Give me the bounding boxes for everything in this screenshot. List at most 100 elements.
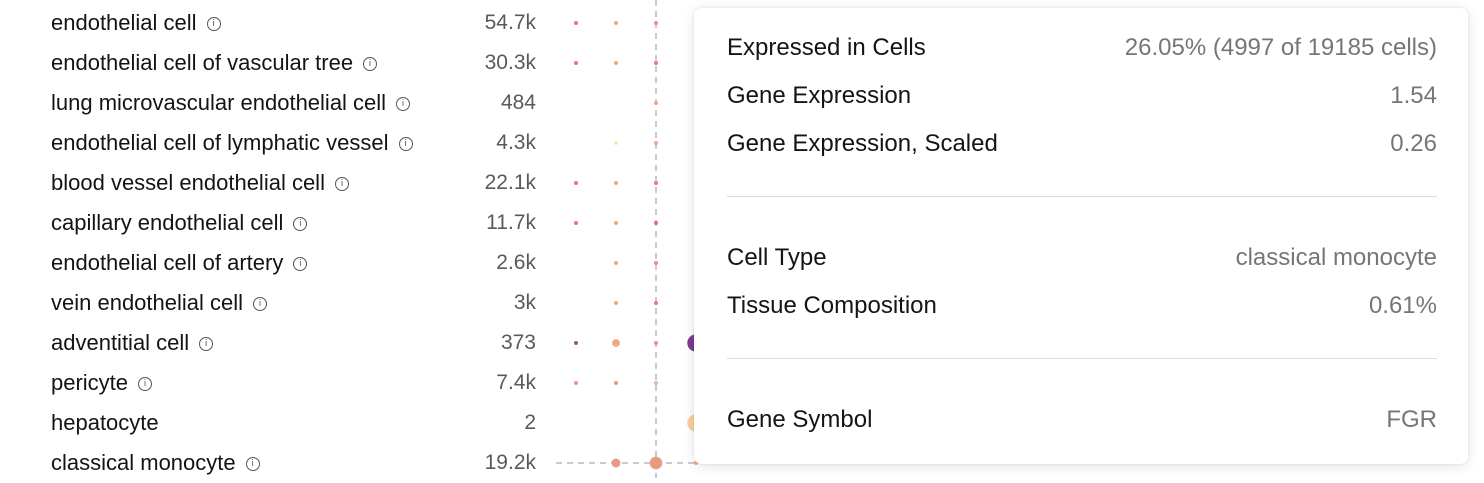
cell-type-row: lung microvascular endothelial cell i 484 — [0, 83, 560, 123]
info-circle-icon[interactable]: i — [396, 97, 411, 111]
dot-point[interactable] — [574, 221, 578, 225]
cell-type-name: endothelial cell — [51, 10, 197, 35]
cell-type-row: adventitial cell i 373 — [0, 323, 560, 363]
tooltip-key: Expressed in Cells — [727, 34, 926, 61]
cell-type-row: vein endothelial cell i 3k — [0, 283, 560, 323]
tooltip-row-expressed: Expressed in Cells 26.05% (4997 of 19185… — [727, 31, 1437, 65]
cell-type-name: lung microvascular endothelial cell — [51, 90, 387, 115]
cell-type-row: endothelial cell of lymphatic vessel i 4.3… — [0, 123, 560, 163]
cell-type-name: endothelial cell of lymphatic vessel — [51, 130, 389, 155]
cell-type-label: hepatocyte — [51, 403, 159, 443]
dot-point[interactable] — [574, 61, 578, 65]
cell-type-name: pericyte — [51, 370, 129, 395]
tooltip-row-expression: Gene Expression 1.54 — [727, 79, 1437, 113]
dot-point[interactable] — [654, 141, 658, 145]
dot-point[interactable] — [614, 381, 618, 385]
info-circle-icon[interactable]: i — [363, 57, 378, 71]
cell-type-name: capillary endothelial cell — [51, 210, 284, 235]
tooltip-divider — [727, 196, 1437, 197]
cell-type-name: hepatocyte — [51, 410, 159, 435]
cell-type-name: blood vessel endothelial cell — [51, 170, 325, 195]
dot-point[interactable] — [654, 301, 658, 305]
dot-point[interactable] — [654, 61, 658, 65]
cell-type-label: classical monocyte i — [51, 443, 260, 483]
cell-type-row: capillary endothelial cell i 11.7k — [0, 203, 560, 243]
dot-point[interactable] — [614, 261, 618, 265]
cell-type-label: endothelial cell of vascular tree i — [51, 43, 378, 83]
tooltip-value: FGR — [1386, 406, 1437, 433]
tooltip-row-cell-type: Cell Type classical monocyte — [727, 241, 1437, 275]
dot-point[interactable] — [614, 301, 618, 305]
cell-type-label: endothelial cell of artery i — [51, 243, 308, 283]
dot-point[interactable] — [649, 456, 663, 470]
cell-type-label: blood vessel endothelial cell i — [51, 163, 349, 203]
tooltip-value: classical monocyte — [1235, 244, 1437, 271]
cell-count: 19.2k — [484, 451, 536, 474]
dot-point[interactable] — [614, 181, 618, 185]
info-circle-icon[interactable]: i — [206, 17, 221, 31]
dot-point[interactable] — [654, 181, 658, 185]
dot-point[interactable] — [654, 221, 658, 225]
info-circle-icon[interactable]: i — [334, 177, 349, 191]
dot-point[interactable] — [614, 221, 618, 225]
dot-point[interactable] — [654, 261, 658, 265]
cell-type-row: hepatocyte 2 — [0, 403, 560, 443]
cell-count: 3k — [513, 291, 536, 314]
dot-point[interactable] — [614, 61, 618, 65]
dot-point[interactable] — [614, 21, 618, 25]
cell-count: 54.7k — [484, 11, 536, 34]
info-circle-icon[interactable]: i — [398, 137, 413, 151]
tooltip-value: 1.54 — [1390, 82, 1437, 109]
cell-count: 11.7k — [486, 211, 536, 234]
info-circle-icon[interactable]: i — [293, 257, 308, 271]
tooltip-divider — [727, 358, 1437, 359]
tooltip-value: 0.26 — [1390, 130, 1437, 157]
cell-type-row: pericyte i 7.4k — [0, 363, 560, 403]
tooltip-key: Gene Expression — [727, 82, 912, 109]
dot-point[interactable] — [574, 181, 578, 185]
dot-point[interactable] — [654, 21, 658, 25]
dot-point[interactable] — [574, 381, 578, 385]
cell-type-row: endothelial cell i 54.7k — [0, 3, 560, 43]
tooltip-key: Gene Symbol — [727, 406, 873, 433]
dot-point[interactable] — [574, 341, 578, 345]
tooltip-key: Cell Type — [727, 244, 827, 271]
cell-type-label: endothelial cell i — [51, 3, 221, 43]
info-circle-icon[interactable]: i — [293, 217, 308, 231]
cell-type-row: endothelial cell of vascular tree i 30.3k — [0, 43, 560, 83]
cell-count: 4.3k — [496, 131, 536, 154]
cell-type-name: endothelial cell of vascular tree — [51, 50, 354, 75]
dot-point[interactable] — [654, 381, 658, 385]
cell-type-name: endothelial cell of artery — [51, 250, 284, 275]
tooltip-row-tissue: Tissue Composition 0.61% — [727, 289, 1437, 323]
tooltip-row-gene: Gene Symbol FGR — [727, 403, 1437, 437]
cell-count: 2 — [524, 411, 536, 434]
cell-type-label: endothelial cell of lymphatic vessel i — [51, 123, 413, 163]
info-circle-icon[interactable]: i — [199, 337, 214, 351]
info-circle-icon[interactable]: i — [253, 297, 268, 311]
cell-count: 7.4k — [496, 371, 536, 394]
cell-type-row: classical monocyte i 19.2k — [0, 443, 560, 483]
info-circle-icon[interactable]: i — [138, 377, 153, 391]
hover-tooltip: Expressed in Cells 26.05% (4997 of 19185… — [694, 8, 1468, 464]
dot-point[interactable] — [654, 101, 658, 105]
tooltip-value: 0.61% — [1368, 292, 1437, 319]
cell-count: 484 — [500, 91, 536, 114]
cell-type-name: adventitial cell — [51, 330, 190, 355]
cell-type-label: vein endothelial cell i — [51, 283, 268, 323]
cell-type-name: vein endothelial cell — [51, 290, 244, 315]
tooltip-key: Gene Expression, Scaled — [727, 130, 998, 157]
cell-count: 2.6k — [496, 251, 536, 274]
dot-plot — [556, 0, 790, 478]
dot-point[interactable] — [654, 341, 658, 345]
cell-count: 22.1k — [484, 171, 536, 194]
tooltip-value: 26.05% (4997 of 19185 cells) — [1124, 34, 1437, 61]
dot-point[interactable] — [611, 458, 621, 468]
dot-point[interactable] — [614, 141, 618, 145]
cell-type-label: lung microvascular endothelial cell i — [51, 83, 411, 123]
dot-point[interactable] — [612, 339, 620, 347]
info-circle-icon[interactable]: i — [245, 457, 260, 471]
dot-point[interactable] — [574, 21, 578, 25]
cell-count: 30.3k — [484, 51, 536, 74]
cell-count: 373 — [500, 331, 536, 354]
